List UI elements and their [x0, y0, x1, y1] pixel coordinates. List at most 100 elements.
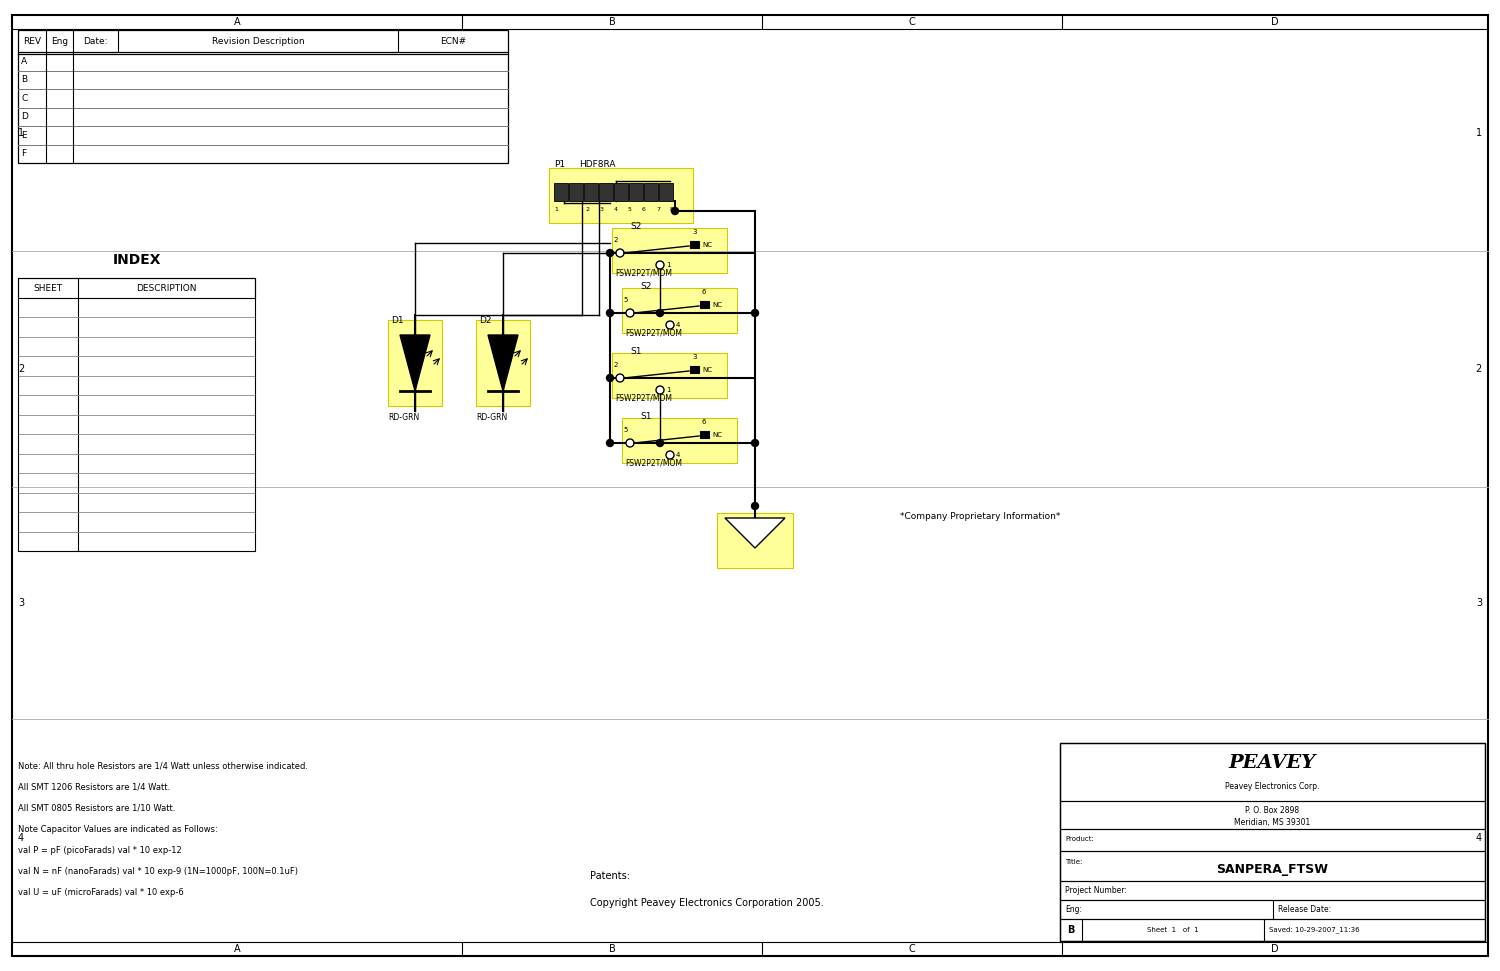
Text: Release Date:: Release Date:	[1278, 905, 1330, 914]
Text: Product:: Product:	[1065, 836, 1094, 842]
Bar	[700, 431, 709, 438]
Bar	[598, 183, 613, 201]
Bar	[554, 183, 568, 201]
Text: val N = nF (nanoFarads) val * 10 exp-9 (1N=1000pF, 100N=0.1uF): val N = nF (nanoFarads) val * 10 exp-9 (…	[18, 866, 298, 876]
Bar	[622, 288, 736, 333]
Text: S2: S2	[640, 282, 651, 290]
Bar	[700, 301, 709, 308]
Text: E: E	[21, 131, 27, 140]
Text: 5: 5	[624, 297, 628, 303]
Circle shape	[606, 375, 613, 382]
Text: B: B	[1068, 925, 1074, 935]
Text: B: B	[21, 75, 27, 84]
Text: A: A	[234, 944, 240, 954]
Circle shape	[606, 440, 613, 447]
Text: val U = uF (microFarads) val * 10 exp-6: val U = uF (microFarads) val * 10 exp-6	[18, 887, 183, 896]
Text: 2: 2	[1476, 364, 1482, 374]
Text: 3: 3	[600, 207, 604, 212]
Bar	[1060, 919, 1485, 941]
Circle shape	[672, 208, 678, 215]
Text: FSW2P2T/MOM: FSW2P2T/MOM	[626, 328, 682, 338]
Text: F: F	[21, 150, 26, 158]
Polygon shape	[724, 518, 784, 548]
Text: 2: 2	[614, 237, 618, 243]
Circle shape	[666, 321, 674, 329]
Bar	[658, 183, 674, 201]
Text: All SMT 1206 Resistors are 1/4 Watt.: All SMT 1206 Resistors are 1/4 Watt.	[18, 783, 170, 791]
Text: FSW2P2T/MOM: FSW2P2T/MOM	[615, 393, 672, 403]
Circle shape	[752, 310, 759, 317]
Bar	[717, 513, 794, 568]
Bar	[549, 168, 693, 223]
Bar	[18, 278, 255, 298]
Bar	[18, 278, 255, 551]
Text: INDEX: INDEX	[112, 253, 160, 267]
Text: NC: NC	[712, 432, 722, 438]
Bar	[614, 183, 628, 201]
Text: Patents:: Patents:	[590, 871, 630, 881]
Text: P1: P1	[554, 160, 566, 169]
Text: Note: All thru hole Resistors are 1/4 Watt unless otherwise indicated.: Note: All thru hole Resistors are 1/4 Wa…	[18, 761, 307, 771]
Circle shape	[666, 451, 674, 459]
Text: C: C	[909, 17, 915, 27]
Text: 2: 2	[614, 362, 618, 368]
Text: NC: NC	[702, 242, 712, 248]
Bar	[690, 241, 699, 248]
Circle shape	[657, 310, 663, 317]
Bar	[388, 320, 442, 406]
Circle shape	[752, 440, 759, 447]
Text: S2: S2	[630, 221, 642, 230]
Text: FSW2P2T/MOM: FSW2P2T/MOM	[626, 458, 682, 467]
Bar	[612, 228, 728, 273]
Circle shape	[656, 261, 664, 269]
Text: Copyright Peavey Electronics Corporation 2005.: Copyright Peavey Electronics Corporation…	[590, 898, 824, 908]
Text: NC: NC	[712, 302, 722, 308]
Text: Eng: Eng	[51, 37, 68, 46]
Text: Meridian, MS 39301: Meridian, MS 39301	[1234, 818, 1311, 826]
Text: D: D	[21, 113, 28, 121]
Circle shape	[606, 250, 613, 256]
Text: RD-GRN: RD-GRN	[388, 413, 418, 422]
Text: 1: 1	[666, 387, 670, 393]
Text: 3: 3	[18, 598, 24, 608]
Text: val P = pF (picoFarads) val * 10 exp-12: val P = pF (picoFarads) val * 10 exp-12	[18, 846, 182, 854]
Circle shape	[606, 310, 613, 317]
Bar	[568, 183, 584, 201]
Text: 6: 6	[642, 207, 646, 212]
Bar	[584, 183, 598, 201]
Text: 2: 2	[586, 207, 590, 212]
Text: 1: 1	[554, 207, 558, 212]
Text: B: B	[609, 17, 615, 27]
Text: DESCRIPTION: DESCRIPTION	[136, 284, 196, 292]
Text: Project Number:: Project Number:	[1065, 886, 1126, 895]
Text: Revision Description: Revision Description	[211, 37, 304, 46]
Text: 4: 4	[18, 832, 24, 843]
Text: 6: 6	[702, 419, 706, 425]
Text: 4: 4	[614, 207, 618, 212]
Text: A: A	[21, 56, 27, 66]
Text: 1: 1	[1476, 128, 1482, 138]
Bar	[628, 183, 644, 201]
Bar	[1060, 851, 1485, 881]
Text: REV: REV	[22, 37, 40, 46]
Circle shape	[657, 440, 663, 447]
Text: Peavey Electronics Corp.: Peavey Electronics Corp.	[1226, 782, 1320, 791]
Polygon shape	[488, 335, 518, 391]
Circle shape	[616, 374, 624, 382]
Text: 1: 1	[666, 262, 670, 268]
Text: FSW2P2T/MOM: FSW2P2T/MOM	[615, 269, 672, 278]
Bar	[1060, 801, 1485, 829]
Text: All SMT 0805 Resistors are 1/10 Watt.: All SMT 0805 Resistors are 1/10 Watt.	[18, 803, 176, 813]
Text: B: B	[609, 944, 615, 954]
Text: RD-GRN: RD-GRN	[476, 413, 507, 422]
Text: A: A	[234, 17, 240, 27]
Text: D: D	[1270, 17, 1280, 27]
Text: 6: 6	[702, 289, 706, 295]
Text: *Company Proprietary Information*: *Company Proprietary Information*	[900, 512, 1060, 520]
Text: 3: 3	[1476, 598, 1482, 608]
Polygon shape	[400, 335, 430, 391]
Circle shape	[626, 439, 634, 447]
Text: DGND: DGND	[744, 528, 766, 538]
Bar	[1060, 743, 1485, 801]
Bar	[1060, 900, 1485, 919]
